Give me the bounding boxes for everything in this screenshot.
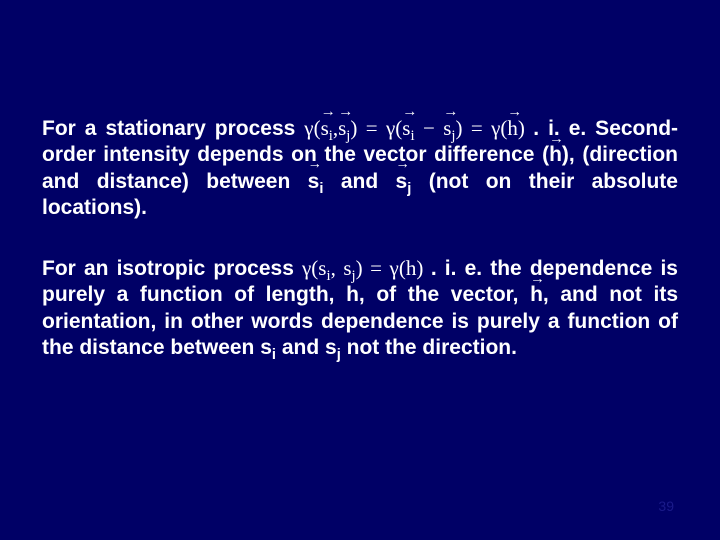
si-sub-2: i — [410, 128, 414, 144]
close-eq-2: ) = γ( — [455, 116, 507, 140]
gamma-open-1: γ( — [304, 116, 320, 140]
p2-lead: For an isotropic process — [42, 257, 302, 280]
p2-tail3: not the direction. — [341, 336, 517, 359]
comma-2: , s — [331, 256, 352, 280]
close-eq-1: ) = γ( — [350, 116, 402, 140]
sj-sub-2: j — [451, 128, 455, 144]
vec-h-3: h — [530, 282, 543, 308]
vec-h-2: h — [549, 142, 562, 168]
paragraph-isotropic: For an isotropic process γ(si, sj) = γ(h… — [42, 255, 678, 361]
slide: For a stationary process γ(si,sj) = γ(si… — [0, 0, 720, 540]
gamma-open-2: γ(s — [302, 256, 326, 280]
h-2: h — [549, 143, 562, 166]
si-3: s — [308, 170, 320, 193]
p1-lead: For a stationary process — [42, 117, 304, 140]
vec-sj-1: sj — [338, 115, 350, 141]
paragraph-stationary: For a stationary process γ(si,sj) = γ(si… — [42, 115, 678, 221]
h-3: h — [530, 283, 543, 306]
vec-si-2: si — [402, 115, 414, 141]
p1-period: . — [533, 117, 539, 140]
vec-si-3: s — [308, 169, 320, 195]
sj-sub-1: j — [346, 128, 350, 144]
sj-3: s — [396, 170, 408, 193]
vec-sj-2: sj — [443, 115, 455, 141]
and-2: and s — [276, 336, 337, 359]
si-1: s — [321, 116, 329, 140]
si-sub-1: i — [329, 128, 333, 144]
vec-si-1: si — [321, 115, 333, 141]
h-1: h — [507, 116, 518, 140]
minus-1: − — [415, 116, 444, 140]
vec-h-1: h — [507, 115, 518, 141]
and-1: and — [323, 170, 395, 193]
p2-formula: γ(si, sj) = γ(h) — [302, 256, 431, 280]
page-number: 39 — [658, 498, 674, 514]
close-4: ) = γ(h) — [356, 256, 424, 280]
vec-sj-3: s — [396, 169, 408, 195]
p1-formula: γ(si,sj) = γ(si − sj) = γ(h) — [304, 116, 533, 140]
